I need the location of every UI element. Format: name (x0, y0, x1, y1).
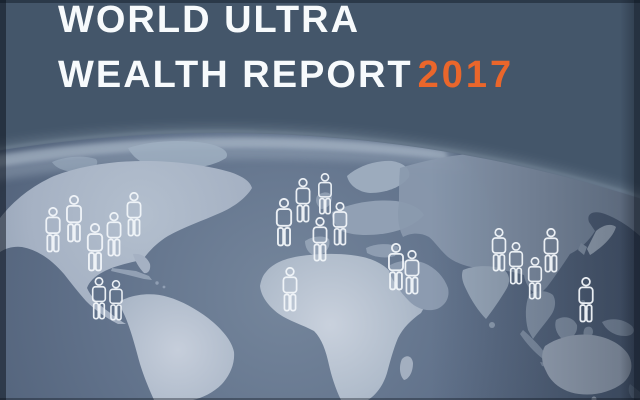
title-row-2: WEALTH REPORT 2017 (58, 48, 514, 103)
report-title: WORLD ULTRA WEALTH REPORT 2017 (58, 0, 514, 103)
florida (133, 253, 151, 274)
continent-south-america (120, 294, 235, 400)
scandinavia (347, 160, 410, 193)
madagascar (399, 356, 413, 380)
caribbean-islands (111, 268, 152, 280)
continent-africa (260, 253, 429, 400)
title-row-1: WORLD ULTRA (58, 0, 514, 48)
title-line2: WEALTH REPORT (58, 54, 413, 96)
iberia (305, 236, 330, 256)
title-line1: WORLD ULTRA (58, 0, 361, 41)
caribbean-island-dot (155, 281, 159, 285)
arctic-haze (0, 136, 470, 182)
continent-north-america (0, 161, 252, 324)
atmosphere-glow (0, 124, 640, 200)
caribbean-island-dot (162, 285, 166, 289)
title-year: 2017 (417, 54, 515, 96)
